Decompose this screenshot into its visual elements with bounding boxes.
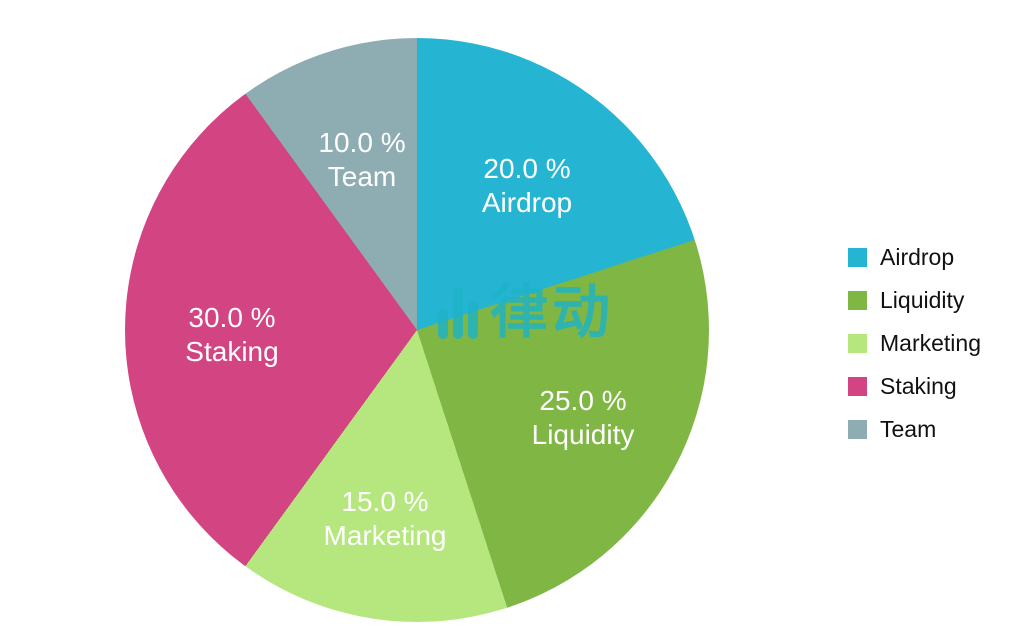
legend-item-marketing: Marketing	[848, 330, 981, 357]
legend-item-team: Team	[848, 416, 981, 443]
legend-item-airdrop: Airdrop	[848, 244, 981, 271]
legend-label: Marketing	[880, 330, 981, 356]
legend-label: Staking	[880, 373, 957, 399]
legend-label: Airdrop	[880, 244, 955, 270]
legend-swatch-liquidity	[848, 291, 867, 310]
legend-swatch-marketing	[848, 334, 867, 353]
legend-item-liquidity: Liquidity	[848, 287, 981, 314]
legend: Airdrop Liquidity Marketing Staking Team	[848, 244, 981, 443]
legend-swatch-team	[848, 420, 867, 439]
legend-item-staking: Staking	[848, 373, 981, 400]
legend-label: Liquidity	[880, 287, 965, 313]
legend-swatch-staking	[848, 377, 867, 396]
legend-swatch-airdrop	[848, 248, 867, 267]
legend-label: Team	[880, 416, 937, 442]
pie-chart	[125, 38, 709, 622]
